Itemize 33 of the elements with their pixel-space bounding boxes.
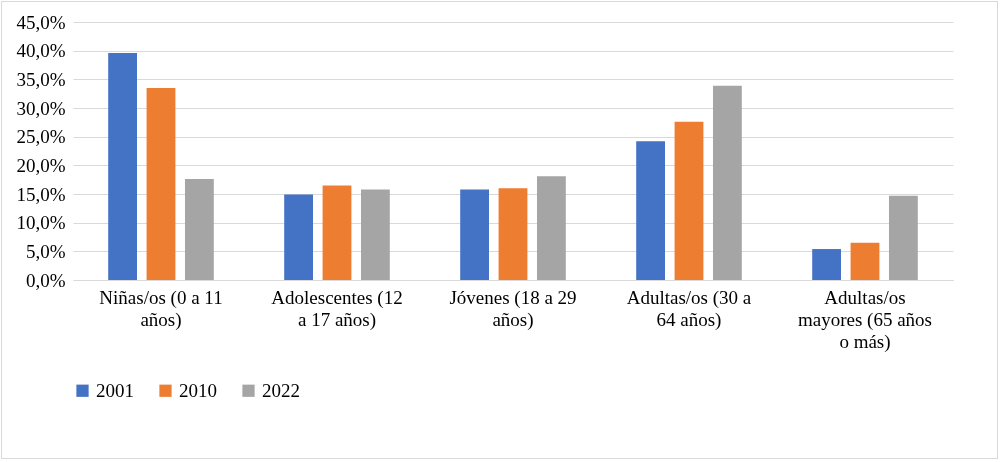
y-tick-label: 15,0% <box>16 183 66 205</box>
bar <box>146 87 176 280</box>
x-tick-label: Adultas/os (30 a 64 años) <box>626 286 752 331</box>
bar <box>850 242 880 280</box>
y-tick-label: 5,0% <box>25 240 66 262</box>
x-tick-label: Adultas/os mayores (65 años o más) <box>797 286 933 353</box>
y-tick-label: 25,0% <box>16 126 66 148</box>
bar <box>361 189 390 280</box>
legend-label: 2010 <box>179 379 217 401</box>
y-tick-label: 45,0% <box>16 11 66 33</box>
bar <box>322 185 352 280</box>
x-tick-label: Adolescentes (12 a 17 años) <box>271 286 403 331</box>
legend-label: 2022 <box>262 379 300 401</box>
y-tick-label: 35,0% <box>16 68 66 90</box>
bar <box>498 188 528 280</box>
y-tick-label: 20,0% <box>16 154 66 176</box>
y-tick-label: 0,0% <box>25 269 66 291</box>
bar <box>185 179 214 280</box>
y-tick-label: 40,0% <box>16 40 66 62</box>
bar <box>537 176 566 280</box>
bar <box>284 194 313 280</box>
bar <box>636 141 665 280</box>
bar <box>812 249 841 280</box>
legend-label: 2001 <box>96 379 134 401</box>
bar <box>108 52 137 280</box>
bar <box>674 121 704 280</box>
bar <box>889 195 918 280</box>
bar <box>713 85 742 280</box>
y-tick-label: 10,0% <box>16 212 66 234</box>
x-tick-label: Niñas/os (0 a 11 años) <box>99 286 223 331</box>
bar <box>460 189 489 280</box>
x-tick-label: Jóvenes (18 a 29 años) <box>449 286 577 331</box>
y-tick-label: 30,0% <box>16 97 66 119</box>
